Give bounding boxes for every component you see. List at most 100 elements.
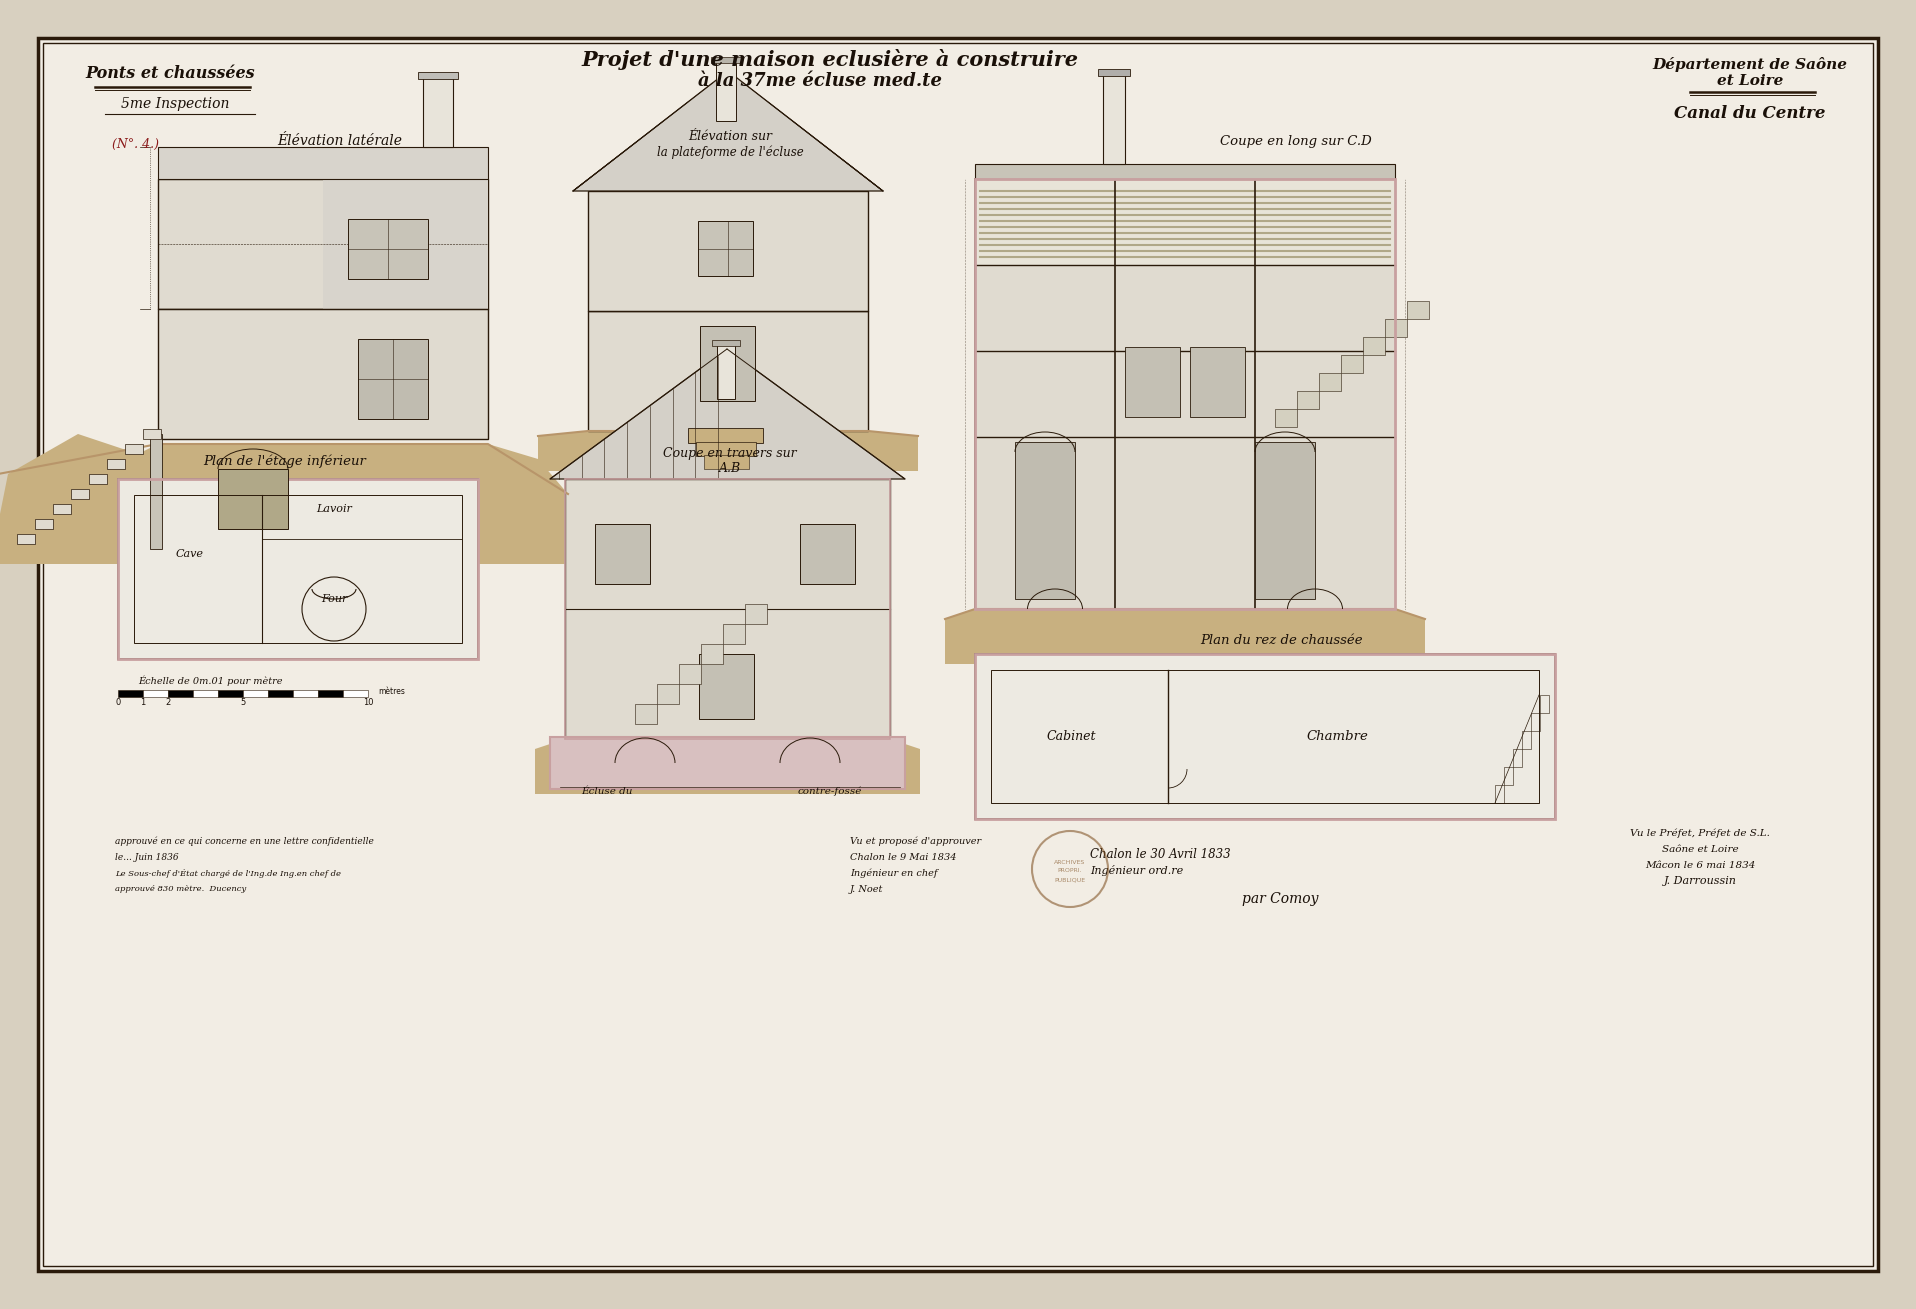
Text: Chambre: Chambre <box>1307 730 1368 744</box>
Text: 5: 5 <box>240 698 245 707</box>
Text: PROPRI.: PROPRI. <box>1058 868 1083 873</box>
Text: 2: 2 <box>165 698 171 707</box>
Bar <box>157 147 489 179</box>
Bar <box>975 179 1395 609</box>
Text: J. Darroussin: J. Darroussin <box>1663 876 1736 886</box>
Text: 5me Inspection: 5me Inspection <box>121 97 230 111</box>
Bar <box>1190 347 1245 418</box>
Polygon shape <box>538 431 918 471</box>
Bar <box>722 624 745 644</box>
Bar <box>125 444 144 454</box>
Text: Lavoir: Lavoir <box>316 504 353 514</box>
Bar <box>1297 391 1318 408</box>
Bar <box>565 479 891 740</box>
Text: et Loire: et Loire <box>1717 75 1784 88</box>
Bar <box>1255 442 1314 600</box>
Bar <box>1531 713 1540 730</box>
Bar <box>1362 336 1385 355</box>
Bar <box>144 690 169 696</box>
Text: Mâcon le 6 mai 1834: Mâcon le 6 mai 1834 <box>1644 860 1755 869</box>
Text: Coupe en travers sur: Coupe en travers sur <box>663 448 797 461</box>
Text: A.B: A.B <box>718 462 741 475</box>
Text: 1: 1 <box>140 698 146 707</box>
Bar <box>418 72 458 79</box>
Text: approuvé en ce qui concerne en une lettre confidentielle: approuvé en ce qui concerne en une lettr… <box>115 836 374 846</box>
Bar <box>1098 69 1130 76</box>
Text: ARCHIVES: ARCHIVES <box>1054 860 1086 864</box>
Text: Élévation sur: Élévation sur <box>688 130 772 143</box>
Bar <box>1015 442 1075 600</box>
Polygon shape <box>573 71 883 191</box>
Bar <box>699 654 755 719</box>
Text: Saône et Loire: Saône et Loire <box>1661 844 1738 853</box>
Bar <box>324 179 489 309</box>
Bar <box>596 524 650 584</box>
Bar <box>975 654 1556 819</box>
Bar <box>54 504 71 514</box>
Text: Chalon le 30 Avril 1833: Chalon le 30 Avril 1833 <box>1090 847 1230 860</box>
Bar <box>1504 767 1514 785</box>
Bar <box>697 221 753 276</box>
Bar <box>1274 408 1297 427</box>
Text: à la 37me écluse med.te: à la 37me écluse med.te <box>697 72 943 90</box>
Text: Projet d'une maison eclusière à construire: Projet d'une maison eclusière à construi… <box>581 48 1079 69</box>
Bar <box>657 685 678 704</box>
Polygon shape <box>535 740 920 795</box>
Bar <box>34 518 54 529</box>
Bar <box>1521 730 1531 749</box>
Bar <box>318 690 343 696</box>
Bar <box>588 312 868 431</box>
Polygon shape <box>945 609 1426 664</box>
Text: Cave: Cave <box>176 548 203 559</box>
Text: la plateforme de l'écluse: la plateforme de l'écluse <box>657 145 803 158</box>
Bar <box>713 340 740 346</box>
Bar <box>358 339 427 419</box>
Bar <box>218 690 243 696</box>
Bar <box>134 495 462 643</box>
Bar <box>349 219 427 279</box>
Bar <box>634 704 657 724</box>
Bar <box>975 179 1395 264</box>
Bar <box>550 737 904 789</box>
Bar <box>1341 355 1362 373</box>
Bar <box>119 479 477 658</box>
Text: Élévation latérale: Élévation latérale <box>278 134 402 148</box>
Text: Échelle de 0m.01 pour mètre: Échelle de 0m.01 pour mètre <box>138 675 282 686</box>
Text: Canal du Centre: Canal du Centre <box>1675 105 1826 122</box>
Text: Ponts et chaussées: Ponts et chaussées <box>84 65 255 82</box>
Bar <box>975 351 1395 437</box>
Bar <box>745 603 766 624</box>
Bar <box>293 690 318 696</box>
Text: Coupe en long sur C.D: Coupe en long sur C.D <box>1220 135 1372 148</box>
Text: Département de Saône: Département de Saône <box>1652 56 1847 72</box>
Bar <box>1540 695 1548 713</box>
Bar <box>1494 785 1504 802</box>
Bar <box>588 191 868 312</box>
Text: Ingénieur ord.re: Ingénieur ord.re <box>1090 865 1184 877</box>
Bar <box>343 690 368 696</box>
Bar <box>701 644 722 664</box>
Bar <box>243 690 268 696</box>
Text: le... Juin 1836: le... Juin 1836 <box>115 852 178 861</box>
Bar <box>699 326 755 401</box>
Text: Écluse du: Écluse du <box>581 787 632 796</box>
Bar <box>688 428 763 442</box>
Bar <box>717 344 736 399</box>
Bar <box>703 456 749 469</box>
Bar <box>1406 301 1429 319</box>
Bar <box>975 164 1395 179</box>
Bar <box>1318 373 1341 391</box>
Text: Four: Four <box>320 594 347 603</box>
Bar <box>1125 347 1180 418</box>
Bar <box>17 534 34 545</box>
Text: par Comoy: par Comoy <box>1242 891 1318 906</box>
Text: mètres: mètres <box>377 687 404 696</box>
Polygon shape <box>550 350 904 479</box>
Text: Cabinet: Cabinet <box>1046 730 1096 744</box>
Bar <box>975 654 1556 819</box>
Bar <box>975 264 1395 351</box>
Text: 0: 0 <box>115 698 121 707</box>
Text: contre-fossé: contre-fossé <box>797 787 862 796</box>
Text: Vu et proposé d'approuver: Vu et proposé d'approuver <box>851 836 981 846</box>
Bar <box>218 469 287 529</box>
